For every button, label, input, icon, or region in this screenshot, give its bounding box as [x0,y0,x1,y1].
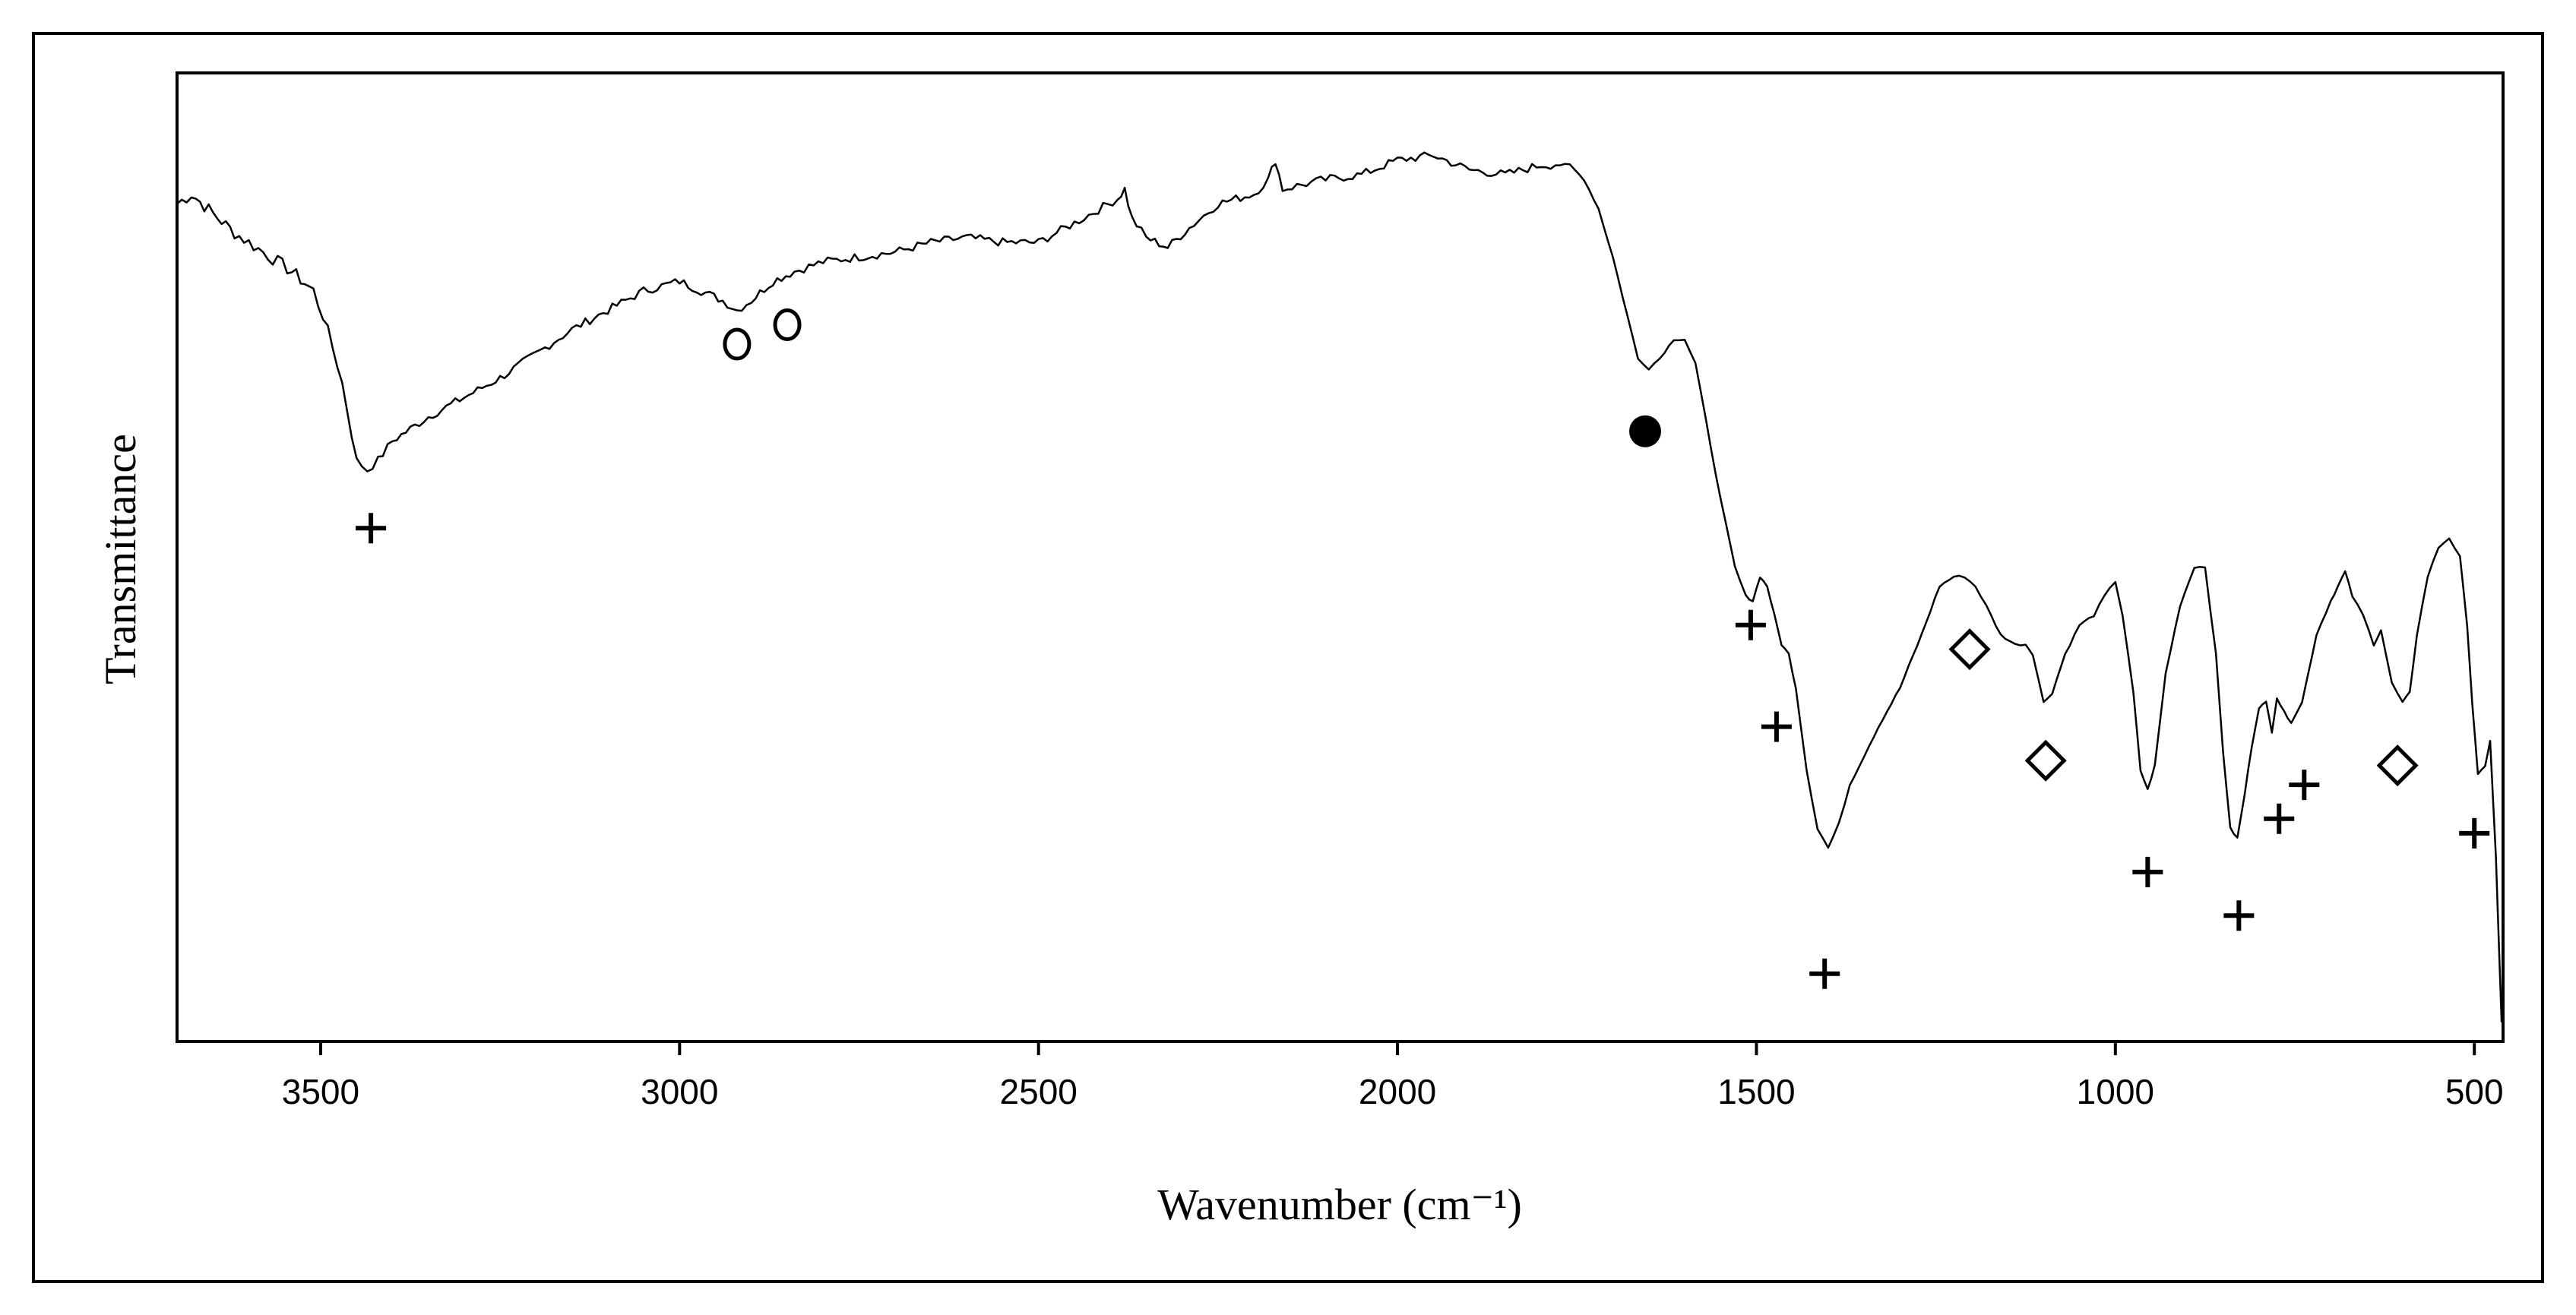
x-tick-label: 3000 [641,1072,718,1111]
marker-diamond [2376,744,2419,787]
marker-plus [2132,856,2163,887]
marker-filled-circle [1629,415,1662,447]
x-tick-label: 2500 [1000,1072,1078,1111]
y-axis-label: Transmittance [96,434,145,684]
spectrum-line [176,151,2503,1023]
x-tick-label: 1500 [1717,1072,1795,1111]
marker-plus [2223,900,2255,931]
x-axis-label: Wavenumber (cm⁻¹) [1157,1180,1522,1229]
x-tick-label: 1000 [2077,1072,2154,1111]
x-axis-ticks [318,1042,2476,1055]
marker-plus [2264,803,2295,834]
marker-plus [2289,770,2320,801]
marker-plus [1809,958,1840,989]
x-tick-label: 500 [2445,1072,2504,1111]
x-axis-tick-labels: 3500 3000 2500 2000 1500 1000 500 [282,1072,2504,1111]
marker-plus [2459,817,2490,849]
marker-diamond [2024,739,2067,782]
peak-markers [356,308,2490,989]
marker-open-circle [773,308,802,341]
outer-frame [32,32,2544,1283]
marker-diamond [1948,628,1991,671]
marker-plus [356,513,387,544]
plot-area-frame [176,71,2505,1043]
x-tick-label: 3500 [282,1072,359,1111]
x-tick-label: 2000 [1359,1072,1436,1111]
marker-plus [1761,711,1792,742]
marker-open-circle [723,327,752,361]
marker-plus [1735,609,1766,640]
